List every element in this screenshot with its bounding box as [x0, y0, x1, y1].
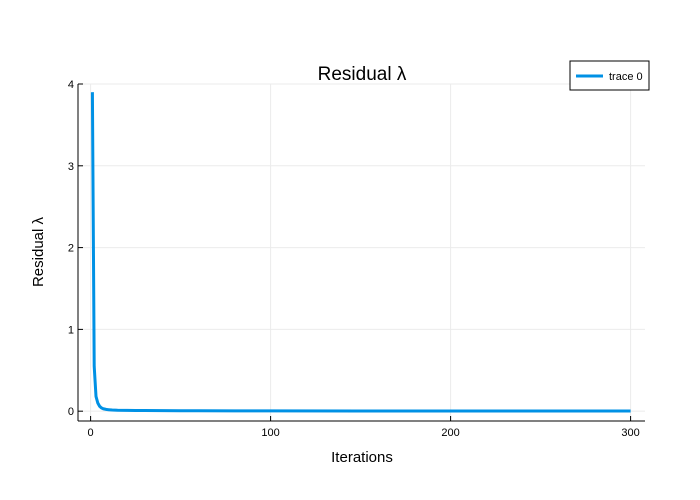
- series-line: [90, 92, 631, 413]
- y-tick-label: 0: [68, 406, 74, 418]
- y-axis-label: Residual λ: [30, 216, 47, 287]
- y-tick-label: 1: [68, 324, 74, 336]
- y-tick-label: 4: [68, 79, 74, 91]
- y-tick-label: 3: [68, 161, 74, 173]
- x-axis-label: Iterations: [331, 449, 393, 466]
- x-tick-label: 100: [261, 427, 279, 439]
- x-tick-label: 200: [441, 427, 459, 439]
- y-tick-label: 2: [68, 243, 74, 255]
- series-layer: [90, 92, 631, 413]
- y-ticks: 0 1 2 3 4: [68, 79, 83, 418]
- x-tick-label: 300: [621, 427, 639, 439]
- x-tick-label: 0: [88, 427, 94, 439]
- legend: trace 0: [569, 60, 650, 91]
- grid-lines: [78, 83, 645, 421]
- x-ticks: 0 100 200 300: [88, 416, 640, 439]
- legend-label: trace 0: [609, 71, 643, 83]
- chart-title: Residual λ: [318, 64, 407, 85]
- axes: [77, 84, 645, 422]
